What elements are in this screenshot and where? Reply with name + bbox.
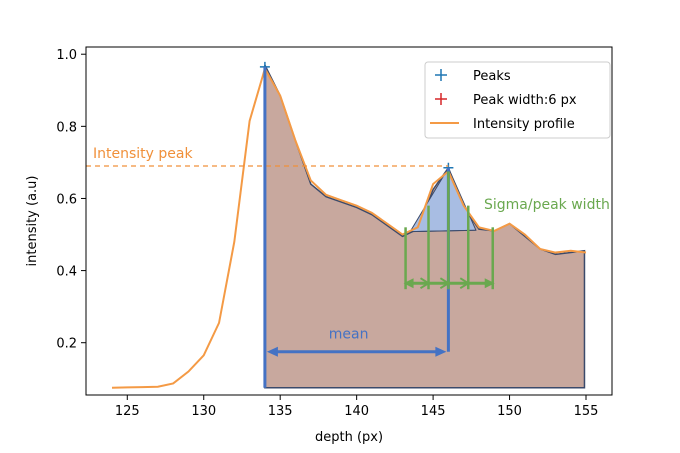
y-axis-label: intensity (a.u) xyxy=(25,176,40,267)
x-tick-label: 150 xyxy=(497,404,522,419)
x-axis-label: depth (px) xyxy=(315,430,383,445)
sigma-arrow-head xyxy=(459,277,471,290)
x-tick-label: 130 xyxy=(191,404,216,419)
mean-label: mean xyxy=(329,327,369,343)
tick-group: 125 130 135 140 145 150 155 0.2 0.4 0.6 0.8 1.0 xyxy=(56,48,598,419)
sigma-arrow-head xyxy=(484,278,495,289)
intensity-peak-label: Intensity peak xyxy=(93,146,193,162)
x-tick-label: 155 xyxy=(574,404,599,419)
intensity-profile-line xyxy=(111,66,587,389)
y-tick-label: 0.8 xyxy=(56,120,77,135)
legend-label-peaks: Peaks xyxy=(473,69,511,84)
legend-entry-peaks: Peaks xyxy=(435,69,511,84)
y-tick-label: 0.2 xyxy=(56,337,77,352)
annotation-group: Intensity peak mean Sigma/peak width xyxy=(86,66,610,388)
y-tick-label: 0.6 xyxy=(56,192,77,207)
plot-frame xyxy=(85,46,613,396)
x-tick-label: 140 xyxy=(344,404,369,419)
legend-box xyxy=(424,61,611,139)
sigma-arrow-head xyxy=(439,277,451,290)
sigma-label: Sigma/peak width xyxy=(484,197,610,213)
plot-content: Intensity peak mean Sigma/peak width xyxy=(86,61,610,389)
x-tick-label: 135 xyxy=(268,404,293,419)
x-tick-label: 125 xyxy=(115,404,140,419)
legend-label-intensity-profile: Intensity profile xyxy=(473,117,575,132)
legend-entry-intensity-profile: Intensity profile xyxy=(430,117,575,132)
legend-entry-peak-width: Peak width:6 px xyxy=(435,93,577,108)
sigma-arrow-head xyxy=(403,278,414,289)
y-tick-label: 1.0 xyxy=(56,48,77,63)
mean-arrow-head xyxy=(435,346,447,357)
legend-marker-peak-width xyxy=(435,93,447,105)
legend-label-peak-width: Peak width:6 px xyxy=(473,93,577,108)
y-tick-label: 0.4 xyxy=(56,265,77,280)
sigma-arrow-head xyxy=(419,277,431,290)
legend: Peaks Peak width:6 px Intensity profile xyxy=(424,61,611,139)
x-tick-label: 145 xyxy=(421,404,446,419)
mean-arrow-head xyxy=(266,346,278,357)
legend-marker-peaks xyxy=(435,69,447,81)
